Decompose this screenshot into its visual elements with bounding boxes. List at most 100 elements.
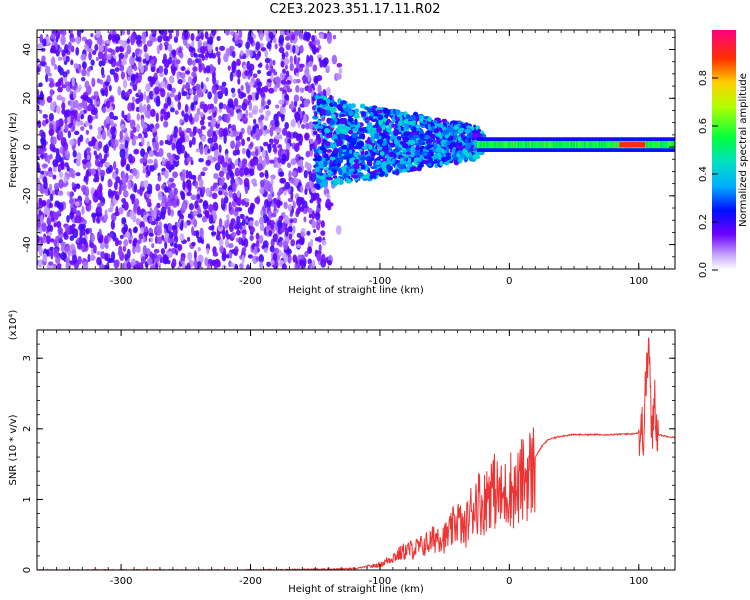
spectrogram-noise-cell — [40, 47, 46, 52]
spectrogram-noise-cell — [199, 103, 206, 110]
spectrogram-noise-cell — [96, 134, 102, 140]
spectrogram-noise-cell — [62, 71, 68, 79]
spectrogram-noise-cell — [81, 68, 87, 77]
spectrogram-noise-cell — [198, 157, 204, 163]
spectrogram-transition-cell — [342, 173, 348, 178]
spectrogram-noise-cell — [307, 73, 311, 83]
spectrogram-noise-cell — [137, 239, 142, 244]
spectrogram-noise-cell — [103, 264, 109, 269]
spectrogram-transition-cell — [317, 149, 323, 154]
spectrogram-noise-cell — [253, 245, 258, 255]
spectrogram-transition-cell — [425, 130, 431, 135]
spectrogram-noise-cell — [249, 141, 254, 148]
spectrogram-noise-cell — [193, 218, 198, 228]
spectrogram-noise-cell — [269, 139, 274, 146]
spectrogram-noise-cell — [193, 250, 197, 261]
spectrogram-noise-cell — [81, 61, 87, 69]
spectrogram-noise-cell — [236, 149, 240, 156]
spectrogram-noise-cell — [257, 69, 261, 75]
spectrogram-transition-cell — [314, 166, 320, 173]
spectrogram-noise-cell — [64, 123, 69, 133]
spectrogram-transition-cell — [361, 133, 366, 140]
spectrogram-transition-cell — [457, 136, 462, 142]
spectrogram-noise-cell — [278, 34, 285, 45]
spectrogram-noise-cell — [268, 31, 274, 40]
spectrogram-noise-cell — [37, 234, 40, 244]
spectrogram-noise-cell — [240, 92, 247, 98]
spectrogram-noise-cell — [131, 196, 135, 205]
spectrogram-noise-cell — [46, 96, 53, 104]
spectrogram-noise-cell — [119, 130, 123, 140]
spectrogram-noise-cell — [153, 211, 157, 220]
colorbar-tick-label: 0.4 — [698, 166, 709, 182]
spectrogram-noise-cell — [85, 161, 92, 169]
spectrogram-noise-cell — [202, 41, 208, 47]
spectrogram-noise-cell — [289, 212, 293, 217]
spectrogram-noise-cell — [107, 233, 114, 238]
spectrogram-noise-cell — [264, 115, 269, 121]
spectrogram-noise-cell — [210, 231, 217, 236]
spectrogram-noise-cell — [67, 130, 71, 139]
spectrogram-noise-cell — [209, 158, 215, 164]
spectrogram-noise-cell — [123, 223, 129, 233]
spectrogram-noise-cell — [215, 46, 219, 52]
spectrogram-noise-cell — [75, 112, 81, 122]
spectrogram-noise-cell — [274, 260, 279, 269]
spectrogram-noise-cell — [218, 237, 224, 247]
spectrogram-noise-cell — [236, 215, 241, 225]
spectrogram-noise-cell — [168, 56, 173, 65]
spectrogram-noise-cell — [187, 213, 192, 219]
spectrogram-noise-cell — [50, 136, 57, 146]
spectrogram-noise-cell — [176, 145, 181, 154]
spectrogram-noise-cell — [104, 81, 110, 86]
spectrogram-transition-cell — [344, 134, 350, 139]
spectrogram-noise-cell — [122, 201, 129, 211]
spectrogram-noise-cell — [290, 118, 296, 128]
spectrogram-noise-cell — [241, 102, 247, 111]
spectrogram-transition-cell — [401, 168, 407, 173]
spectrogram-transition-cell — [407, 120, 414, 126]
spectrogram-noise-cell — [121, 30, 126, 36]
spectrogram-noise-cell — [163, 102, 169, 109]
spectrogram-transition-cell — [364, 117, 370, 121]
spectrogram-noise-cell — [130, 156, 136, 164]
spectrogram-transition-cell — [366, 172, 371, 179]
spectrogram-noise-cell — [188, 139, 193, 148]
spectrogram-transition-cell — [359, 103, 366, 109]
spectrogram-noise-cell — [293, 143, 300, 152]
spectrogram-noise-cell — [222, 230, 226, 240]
spectrogram-transition-cell — [428, 158, 433, 164]
spectrogram-noise-cell — [265, 104, 270, 110]
spectrogram-noise-cell — [141, 31, 147, 42]
spectrogram-transition-cell — [464, 129, 471, 134]
spectrogram-noise-cell — [49, 142, 56, 152]
spectrogram-noise-cell — [234, 167, 240, 177]
spectrogram-noise-cell — [244, 200, 250, 208]
spectrogram-transition-cell — [426, 144, 434, 148]
spectrogram-noise-cell — [173, 125, 179, 135]
spectrogram-noise-cell — [49, 88, 54, 98]
spectrogram-noise-cell — [168, 83, 173, 92]
spectrogram-noise-cell — [124, 92, 129, 98]
spectrogram-noise-cell — [61, 108, 66, 115]
spectrogram-noise-cell — [157, 175, 162, 182]
spectrogram-noise-cell — [39, 90, 44, 100]
spectrogram-noise-cell — [289, 62, 294, 72]
spectrogram-noise-cell — [207, 115, 212, 121]
spectrogram-transition-cell — [423, 152, 427, 156]
snr-multiplier-label: (x10⁴) — [8, 310, 19, 341]
spectrogram-noise-cell — [299, 30, 304, 39]
spectrogram-noise-cell — [236, 190, 241, 198]
spectrogram-transition-cell — [453, 124, 459, 131]
spectrogram-noise-cell — [265, 63, 269, 71]
spectrogram-noise-cell — [270, 212, 277, 218]
spectrogram-noise-cell — [49, 102, 55, 112]
spectrogram-transition-cell — [345, 177, 349, 182]
spectrogram-noise-cell — [150, 66, 156, 73]
spectrogram-noise-cell — [261, 149, 266, 159]
spectrogram-noise-cell — [87, 105, 92, 111]
spectrogram-noise-cell — [75, 35, 81, 45]
spectrogram-transition-cell — [371, 138, 376, 144]
spectrogram-noise-cell — [84, 80, 90, 90]
spectrogram-noise-cell — [117, 250, 124, 257]
